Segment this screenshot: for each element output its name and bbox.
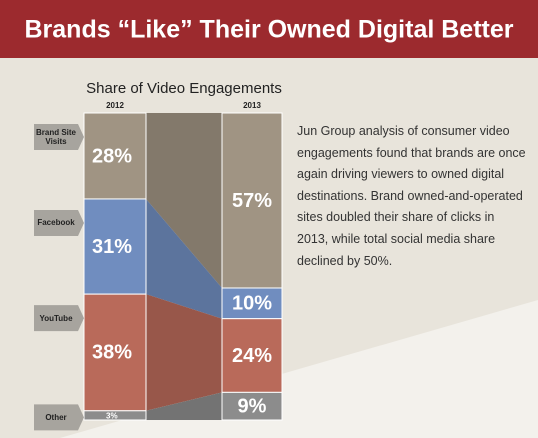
value-label: 24% [232, 345, 272, 367]
chart-title: Brands “Like” Their Owned Digital Better [25, 16, 514, 44]
x-tick-label: 2012 [106, 101, 124, 110]
bar-segment [221, 112, 283, 289]
legend-tag [34, 404, 84, 431]
legend-label: Other [45, 412, 67, 422]
bar-segment [221, 287, 283, 320]
bar-segment [83, 112, 147, 200]
value-label: 31% [92, 236, 132, 258]
header-band [0, 0, 538, 58]
chart-subtitle: Share of Video Engagements [86, 80, 282, 97]
legend-label-box: Brand Site Visits [35, 128, 76, 146]
legend-tag [34, 209, 84, 236]
flow-band [146, 113, 222, 288]
description: Jun Group analysis of consumer video eng… [297, 124, 526, 268]
legend-label-box: YouTube [39, 313, 73, 323]
legend-label: Facebook [37, 218, 75, 228]
bar-segment [83, 293, 147, 412]
legend-tag [34, 305, 84, 332]
legend-label-box: Facebook [37, 218, 75, 228]
value-label: 3% [106, 412, 118, 421]
flow-band [146, 294, 222, 411]
bar-segment [83, 198, 147, 295]
legend-label: Brand Site Visits [35, 128, 76, 146]
x-tick-label: 2013 [243, 101, 261, 110]
legend-label: YouTube [39, 313, 73, 323]
flow-band [146, 198, 222, 319]
bar-segment [83, 410, 147, 421]
legend-tag [34, 124, 84, 150]
value-label: 28% [92, 145, 132, 167]
bar-segment [221, 391, 283, 421]
value-label: 38% [92, 342, 132, 364]
value-label: 57% [232, 190, 272, 212]
value-label: 9% [238, 395, 267, 417]
flow-band [146, 392, 222, 420]
value-label: 10% [232, 293, 272, 315]
bar-segment [221, 318, 283, 393]
legend-label-box: Other [45, 412, 67, 422]
